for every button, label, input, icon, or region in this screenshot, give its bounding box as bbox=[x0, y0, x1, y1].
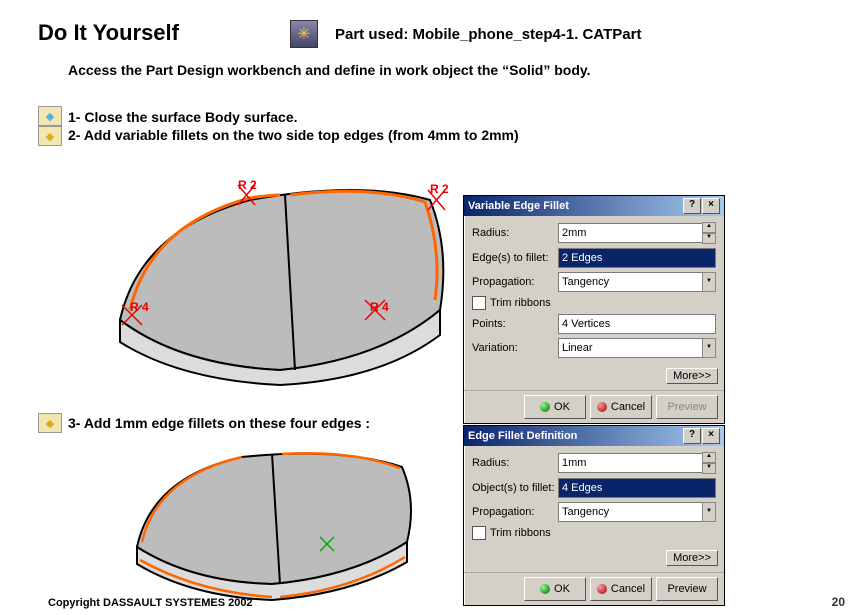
variation-dropdown-icon[interactable]: ▼ bbox=[702, 338, 716, 358]
objects-label: Object(s) to fillet: bbox=[472, 482, 558, 494]
step3-text: 3- Add 1mm edge fillets on these four ed… bbox=[68, 415, 370, 431]
ok-icon bbox=[540, 402, 550, 412]
propagation-dropdown-icon-2[interactable]: ▼ bbox=[702, 502, 716, 522]
preview-button[interactable]: Preview bbox=[656, 395, 718, 419]
page-title: Do It Yourself bbox=[38, 20, 179, 46]
trim-ribbons-checkbox-2[interactable] bbox=[472, 526, 486, 540]
trim-ribbons-checkbox[interactable] bbox=[472, 296, 486, 310]
radius-label-2: Radius: bbox=[472, 457, 558, 469]
radius-input-2[interactable]: 1mm bbox=[558, 453, 703, 473]
radius-input[interactable]: 2mm bbox=[558, 223, 703, 243]
steps-1-2-text: 1- Close the surface Body surface. 2- Ad… bbox=[68, 108, 519, 144]
cancel-button-2[interactable]: Cancel bbox=[590, 577, 652, 601]
ok-button-2[interactable]: OK bbox=[524, 577, 586, 601]
variation-select[interactable]: Linear bbox=[558, 338, 703, 358]
page-number: 20 bbox=[832, 595, 845, 609]
help-button-2[interactable]: ? bbox=[683, 428, 701, 444]
dialog-titlebar: Variable Edge Fillet ? × bbox=[464, 196, 724, 216]
trim-ribbons-label-2: Trim ribbons bbox=[490, 527, 551, 539]
trim-ribbons-label: Trim ribbons bbox=[490, 297, 551, 309]
part-used-label: Part used: Mobile_phone_step4-1. CATPart bbox=[335, 26, 641, 43]
variable-edge-fillet-dialog: Variable Edge Fillet ? × Radius: 2mm ▲▼ … bbox=[463, 195, 725, 424]
preview-button-2[interactable]: Preview bbox=[656, 577, 718, 601]
variation-label: Variation: bbox=[472, 342, 558, 354]
points-label: Points: bbox=[472, 318, 558, 330]
close-button[interactable]: × bbox=[702, 198, 720, 214]
dialog-title-text: Variable Edge Fillet bbox=[468, 200, 569, 212]
r4-label-left: R 4 bbox=[130, 300, 149, 314]
dialog2-titlebar: Edge Fillet Definition ? × bbox=[464, 426, 724, 446]
edge-fillet-icon: ◆ bbox=[38, 413, 62, 433]
radius-label: Radius: bbox=[472, 227, 558, 239]
objects-field[interactable]: 4 Edges bbox=[558, 478, 716, 498]
variable-fillet-icon: ◆ bbox=[38, 126, 62, 146]
model-preview-1 bbox=[80, 170, 460, 390]
edges-field[interactable]: 2 Edges bbox=[558, 248, 716, 268]
r2-label-right: R 2 bbox=[430, 182, 449, 196]
ok-button[interactable]: OK bbox=[524, 395, 586, 419]
step1-line: 1- Close the surface Body surface. bbox=[68, 109, 298, 125]
help-button[interactable]: ? bbox=[683, 198, 701, 214]
r2-label-left: R 2 bbox=[238, 178, 257, 192]
edge-fillet-definition-dialog: Edge Fillet Definition ? × Radius: 1mm ▲… bbox=[463, 425, 725, 606]
close-button-2[interactable]: × bbox=[702, 428, 720, 444]
intro-text: Access the Part Design workbench and def… bbox=[68, 62, 591, 78]
more-button[interactable]: More>> bbox=[666, 368, 718, 384]
step2-line: 2- Add variable fillets on the two side … bbox=[68, 127, 519, 143]
r4-label-right: R 4 bbox=[370, 300, 389, 314]
cancel-icon-2 bbox=[597, 584, 607, 594]
propagation-select-2[interactable]: Tangency bbox=[558, 502, 703, 522]
points-field[interactable]: 4 Vertices bbox=[558, 314, 716, 334]
propagation-dropdown-icon[interactable]: ▼ bbox=[702, 272, 716, 292]
edges-label: Edge(s) to fillet: bbox=[472, 252, 558, 264]
gear-icon: ✳ bbox=[290, 20, 318, 48]
close-surface-icon: ◆ bbox=[38, 106, 62, 126]
model-preview-2 bbox=[112, 442, 432, 602]
dialog2-title-text: Edge Fillet Definition bbox=[468, 430, 577, 442]
radius-spinner-2[interactable]: ▲▼ bbox=[702, 452, 716, 474]
propagation-select[interactable]: Tangency bbox=[558, 272, 703, 292]
radius-spinner[interactable]: ▲▼ bbox=[702, 222, 716, 244]
cancel-icon bbox=[597, 402, 607, 412]
more-button-2[interactable]: More>> bbox=[666, 550, 718, 566]
propagation-label: Propagation: bbox=[472, 276, 558, 288]
propagation-label-2: Propagation: bbox=[472, 506, 558, 518]
ok-icon-2 bbox=[540, 584, 550, 594]
copyright-text: Copyright DASSAULT SYSTEMES 2002 bbox=[48, 597, 253, 609]
cancel-button[interactable]: Cancel bbox=[590, 395, 652, 419]
